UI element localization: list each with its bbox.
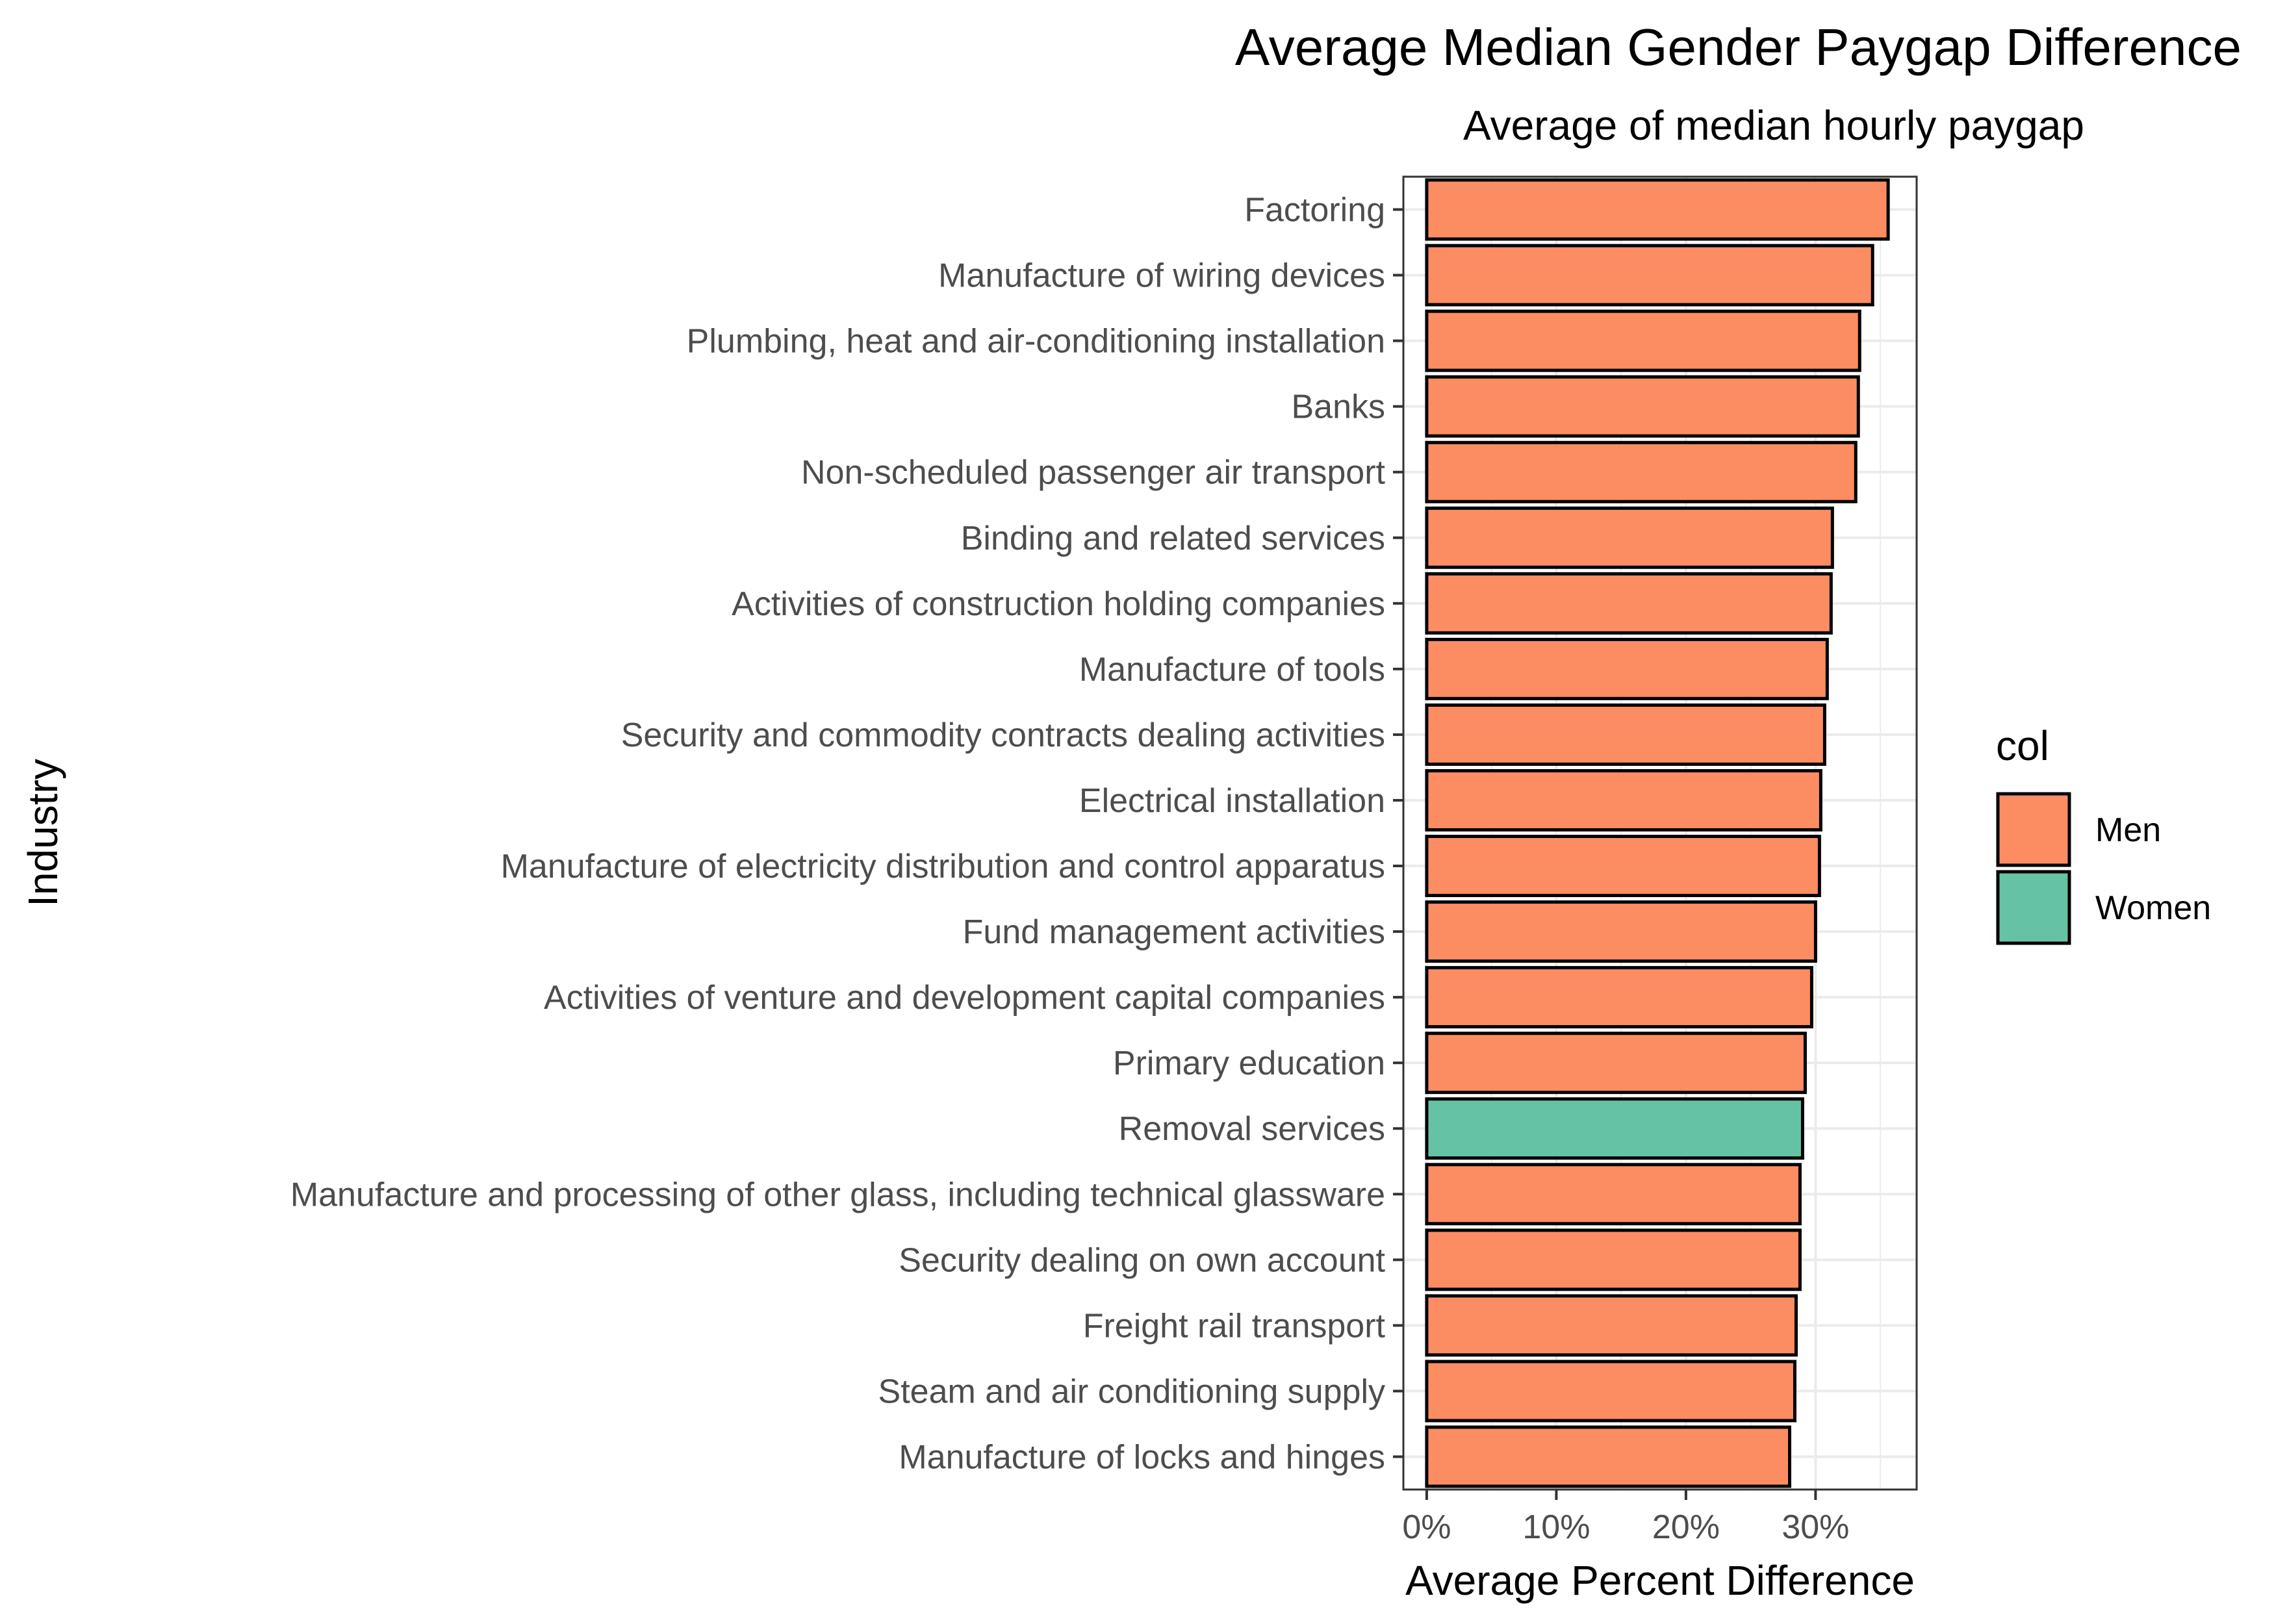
x-axis: 0% 10% 20% 30%	[1402, 1490, 1849, 1546]
bar	[1425, 835, 1821, 897]
bar	[1425, 1228, 1802, 1291]
bar	[1425, 1097, 1804, 1160]
y-tick-label: Fund management activities	[963, 913, 1385, 951]
panel-border	[1402, 175, 1918, 1491]
legend-swatch	[1996, 792, 2071, 867]
legend-label: Men	[2095, 811, 2161, 849]
bar	[1425, 1032, 1807, 1095]
y-tick-label: Electrical installation	[1079, 782, 1385, 820]
bar	[1425, 1294, 1798, 1357]
bar	[1425, 703, 1826, 766]
x-tick-label: 20%	[1652, 1508, 1720, 1546]
bar	[1425, 1425, 1791, 1488]
bar	[1425, 572, 1833, 635]
bar	[1425, 178, 1890, 241]
chart-subtitle: Average of median hourly paygap	[1463, 102, 2084, 149]
bar	[1425, 1360, 1796, 1423]
x-tick-label: 30%	[1782, 1508, 1849, 1546]
y-tick-label: Manufacture of tools	[1079, 651, 1385, 689]
y-tick-label: Steam and air conditioning supply	[878, 1373, 1385, 1410]
legend-swatch	[1996, 870, 2071, 945]
bar	[1425, 440, 1858, 503]
y-tick-label: Activities of venture and development ca…	[544, 979, 1385, 1017]
y-axis: Factoring Manufacture of wiring devices Pl…	[290, 192, 1403, 1476]
bar	[1425, 900, 1817, 963]
bar	[1425, 966, 1813, 1029]
y-tick-label: Banks	[1291, 388, 1385, 426]
bar	[1425, 244, 1874, 307]
bar	[1425, 309, 1861, 372]
y-tick-label: Freight rail transport	[1083, 1307, 1386, 1345]
y-tick-label: Manufacture and processing of other glas…	[290, 1176, 1385, 1213]
legend-title: col	[1996, 722, 2049, 769]
bar	[1425, 375, 1860, 438]
y-tick-label: Non-scheduled passenger air transport	[801, 454, 1386, 492]
bar	[1425, 1163, 1802, 1226]
y-tick-label: Manufacture of locks and hinges	[899, 1438, 1385, 1476]
y-axis-title: Industry	[19, 759, 66, 907]
y-tick-label: Plumbing, heat and air-conditioning inst…	[687, 323, 1385, 361]
y-tick-label: Manufacture of wiring devices	[938, 257, 1385, 295]
x-axis-title: Average Percent Difference	[1405, 1557, 1915, 1604]
y-tick-label: Binding and related services	[961, 520, 1385, 557]
legend-label: Women	[2095, 889, 2211, 927]
chart-title: Average Median Gender Paygap Difference	[1235, 18, 2242, 76]
y-tick-label: Activities of construction holding compa…	[732, 585, 1385, 623]
x-tick-label: 10%	[1522, 1508, 1590, 1546]
x-tick-label: 0%	[1402, 1508, 1451, 1546]
y-tick-label: Removal services	[1119, 1110, 1385, 1148]
y-tick-label: Manufacture of electricity distribution …	[501, 848, 1385, 885]
y-tick-label: Security dealing on own account	[899, 1241, 1385, 1279]
bars	[1425, 178, 1890, 1488]
legend: col Men Women	[1996, 722, 2211, 945]
bar	[1425, 769, 1822, 831]
bar	[1425, 637, 1829, 700]
bar	[1425, 506, 1834, 569]
y-tick-label: Factoring	[1244, 192, 1385, 229]
y-tick-label: Security and commodity contracts dealing…	[621, 717, 1385, 754]
y-tick-label: Primary education	[1113, 1045, 1385, 1082]
